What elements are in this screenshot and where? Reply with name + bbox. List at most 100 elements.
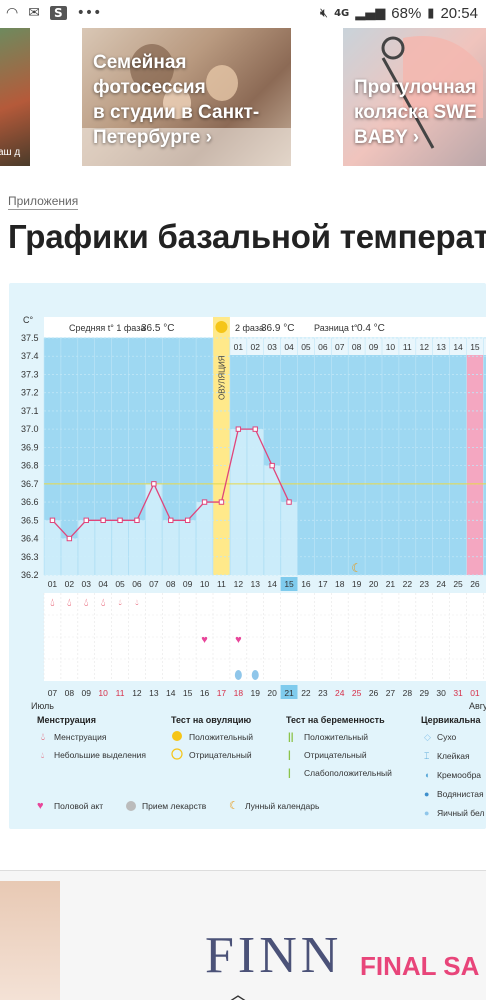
bbt-chart-svg: 37.5 37.4 37.3 37.2 37.1 37.0 36.9 36.8 36.7 36.6… (21, 315, 486, 818)
y-tick-label: 36.2 (21, 570, 39, 580)
y-tick-label: 36.7 (21, 479, 39, 489)
ad-brand-logo: FINN (205, 927, 343, 984)
cycle-day-label: 03 (82, 579, 92, 589)
chevron-up-icon[interactable]: ︿ (228, 982, 248, 1000)
temperature-point (151, 481, 157, 487)
carousel-card-stroller[interactable]: Прогулочная коляска SWE BABY › (343, 28, 486, 166)
moon-icon: ☾ (351, 561, 362, 575)
article-title: Графики базальной температу (8, 218, 486, 255)
temperature-point (218, 499, 225, 505)
phase2-day-label: 02 (251, 342, 261, 352)
temp-bar (264, 465, 281, 575)
calendar-date-label: 11 (116, 688, 125, 698)
cycle-day-label: 22 (403, 579, 413, 589)
menstruation-drop-icon: 💧︎ (50, 597, 54, 609)
menstruation-drop-icon: 💧︎ (101, 597, 105, 609)
y-tick-label: 36.4 (21, 534, 39, 544)
cycle-day-label: 26 (470, 579, 480, 589)
cycle-day-label: 06 (132, 579, 142, 589)
phase2-days-row (229, 338, 486, 355)
legend-intercourse-icon: ♥ (37, 800, 44, 812)
legend-light-item: Небольшие выделения (54, 750, 146, 760)
calendar-date-label: 18 (234, 688, 244, 698)
y-tick-label: 36.8 (21, 461, 39, 471)
y-tick-label: 37.1 (21, 406, 39, 416)
carousel-card-prev[interactable]: аш д (0, 28, 30, 166)
intercourse-heart-icon: ♥ (235, 634, 242, 646)
phase-header (44, 317, 486, 337)
legend-intercourse: Половой акт (54, 801, 103, 811)
cycle-day-label: 05 (115, 579, 125, 589)
clock: 20:54 (440, 5, 478, 22)
temperature-point (49, 517, 56, 524)
month-august-label: Август (469, 701, 486, 711)
legend-medication-icon (126, 801, 136, 811)
article-carousel: аш д Семейная фотосессия в студии в Санк… (0, 28, 486, 168)
intercourse-heart-icon: ♥ (201, 634, 208, 646)
calendar-date-label: 25 (352, 688, 362, 698)
diff-value: 0.4 °C (357, 323, 385, 334)
phase2-day-label: 13 (436, 342, 446, 352)
calendar-date-label: 20 (267, 688, 277, 698)
calendar-date-label: 28 (403, 688, 413, 698)
calendar-date-label: 01 (470, 688, 480, 698)
cycle-day-label: 08 (166, 579, 176, 589)
more-icon: ••• (76, 5, 102, 21)
highlight-day-bg (280, 577, 298, 591)
calendar-date-label: 07 (48, 688, 58, 698)
cycle-day-label: 04 (98, 579, 108, 589)
calendar-date-label: 31 (453, 688, 463, 698)
signal-icon: ▂▄▆ (355, 6, 386, 21)
y-tick-label: 36.3 (21, 552, 39, 562)
phase2-day-label: 06 (318, 342, 328, 352)
temperature-point (100, 517, 106, 524)
legend-cervical-icon: ◇ (424, 732, 431, 742)
legend-cervical-icon: ⌶ (424, 751, 429, 761)
legend-medication: Прием лекарств (142, 801, 207, 811)
ovulation-label: ОВУЛЯЦИЯ (217, 355, 226, 400)
cycle-day-label: 18 (335, 579, 345, 589)
legend-preg-weak-icon: | (288, 768, 291, 779)
legend-cervical-icon: ◖ (424, 770, 429, 780)
ad-model-image (0, 881, 60, 1000)
temp-bar (281, 502, 297, 575)
legend-moon-icon: ☾ (229, 800, 239, 812)
temperature-point (83, 517, 89, 524)
carousel-card-family-photo[interactable]: Семейная фотосессия в студии в Санкт- Пе… (82, 28, 291, 166)
status-bar: ◠ ✉ S ••• 🔇︎ 4G ▂▄▆ 68% ▮ 20:54 (0, 0, 486, 28)
phase2-day-label: 01 (234, 342, 244, 352)
temperature-point (66, 535, 73, 542)
y-tick-label: 36.9 (21, 442, 39, 452)
temp-bar (61, 538, 78, 575)
today-date-bg (280, 685, 298, 699)
temp-bar (162, 520, 179, 575)
light-discharge-icon: 💧︎ (135, 598, 138, 607)
calendar-date-label: 22 (301, 688, 311, 698)
month-july-label: Июль (31, 701, 54, 711)
carousel-card-prev-title: аш д (0, 147, 21, 158)
cycle-day-label: 17 (318, 579, 328, 589)
legend-pregnancy-title: Тест на беременность (286, 715, 385, 725)
article-category-link[interactable]: Приложения (8, 194, 79, 210)
temp-bar (179, 520, 196, 575)
y-tick-label: 37.0 (21, 424, 39, 434)
legend-ovulation-negative-icon (171, 748, 183, 760)
legend-menstruation-title: Менструация (37, 715, 96, 725)
legend-preg-positive: Положительный (304, 732, 368, 742)
temp-bar (44, 520, 61, 575)
menstruation-drop-icon: 💧︎ (67, 597, 71, 609)
phase2-day-label: 10 (386, 342, 396, 352)
ovulation-sun-icon (215, 321, 228, 333)
legend-menstruation-drop-icon: 💧︎ (41, 732, 45, 743)
cycle-day-label: 24 (436, 579, 446, 589)
y-tick-label: 37.5 (21, 333, 39, 343)
stroller-image (381, 36, 483, 149)
cycle-day-label: 20 (369, 579, 379, 589)
temperature-point (117, 517, 123, 524)
bottom-ad-banner[interactable]: FINN FINAL SA (0, 870, 486, 1000)
diff-label: Разница t° (314, 323, 358, 333)
calendar-date-label: 27 (386, 688, 396, 698)
calendar-date-label: 24 (335, 688, 345, 698)
battery-icon: ▮ (427, 6, 435, 21)
bbt-chart: 37.5 37.4 37.3 37.2 37.1 37.0 36.9 36.8 36.7 36.6… (9, 283, 486, 829)
